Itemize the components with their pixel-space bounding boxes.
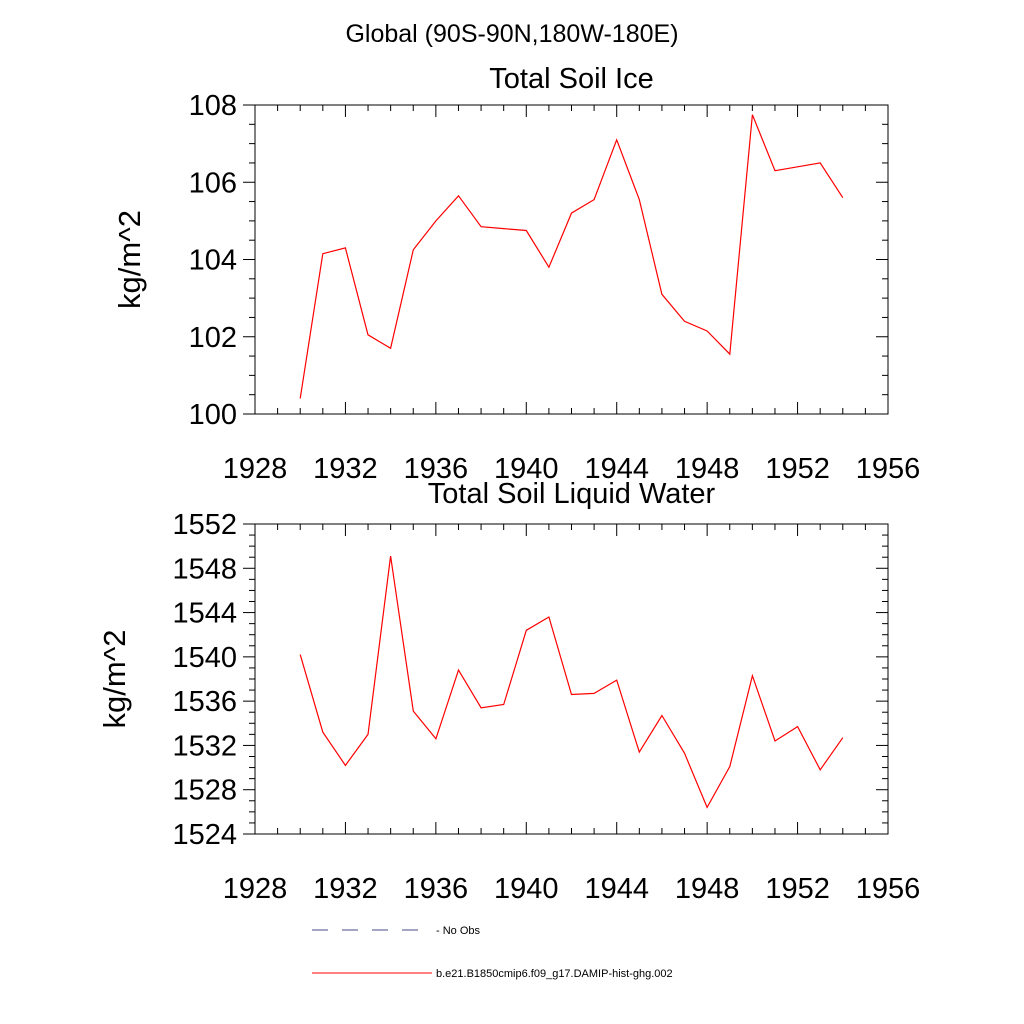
y-tick-label: 1540	[172, 642, 237, 674]
x-tick-label: 1944	[584, 873, 649, 905]
x-tick-label: 1940	[494, 453, 559, 485]
x-tick-label: 1952	[765, 453, 830, 485]
y-tick-label: 102	[189, 322, 237, 354]
x-tick-label: 1956	[856, 873, 921, 905]
legend-label-1: - No Obs	[436, 925, 481, 937]
y-tick-label: 1528	[172, 775, 237, 807]
x-tick-label: 1928	[223, 873, 288, 905]
x-tick-label: 1936	[404, 453, 469, 485]
y-tick-label: 1536	[172, 686, 237, 718]
chart-panel-1: Total Soil Ice kg/m^2 1928 1932 1936 1940 1944…	[112, 63, 920, 485]
y-tick-label: 108	[189, 90, 237, 122]
series-line	[299, 114, 844, 399]
legend: - No Obs b.e21.B1850cmip6.f09_g17.DAMIP-h…	[312, 925, 673, 980]
x-tick-label: 1948	[675, 873, 740, 905]
y-tick-label: 1544	[172, 598, 237, 630]
y-tick-label: 104	[189, 245, 237, 277]
x-tick-label: 1932	[313, 453, 378, 485]
y-tick-label: 100	[189, 399, 237, 431]
y-tick-label: 106	[189, 167, 237, 199]
x-tick-label: 1956	[856, 453, 921, 485]
chart-panel-2: Total Soil Liquid Water kg/m^2 1928 1932 193…	[97, 478, 920, 905]
x-tick-label: 1936	[404, 873, 469, 905]
plot-frame	[254, 104, 889, 415]
y-axis-label: kg/m^2	[97, 630, 132, 729]
x-tick-label: 1928	[223, 453, 288, 485]
x-tick-label: 1932	[313, 873, 378, 905]
x-tick-label: 1952	[765, 873, 830, 905]
y-tick-label: 1524	[172, 819, 237, 851]
chart-title: Total Soil Liquid Water	[428, 478, 716, 510]
y-tick-label: 1548	[172, 553, 237, 585]
y-tick-label: 1532	[172, 730, 237, 762]
figure-suptitle: Global (90S-90N,180W-180E)	[345, 20, 678, 48]
x-tick-label: 1944	[584, 453, 649, 485]
series-line	[299, 556, 844, 809]
plot-frame	[254, 523, 889, 835]
legend-label-2: b.e21.B1850cmip6.f09_g17.DAMIP-hist-ghg.…	[436, 968, 673, 980]
x-tick-label: 1940	[494, 873, 559, 905]
y-tick-label: 1552	[172, 509, 237, 541]
y-axis-label: kg/m^2	[112, 210, 147, 309]
chart-title: Total Soil Ice	[489, 63, 653, 95]
x-tick-label: 1948	[675, 453, 740, 485]
